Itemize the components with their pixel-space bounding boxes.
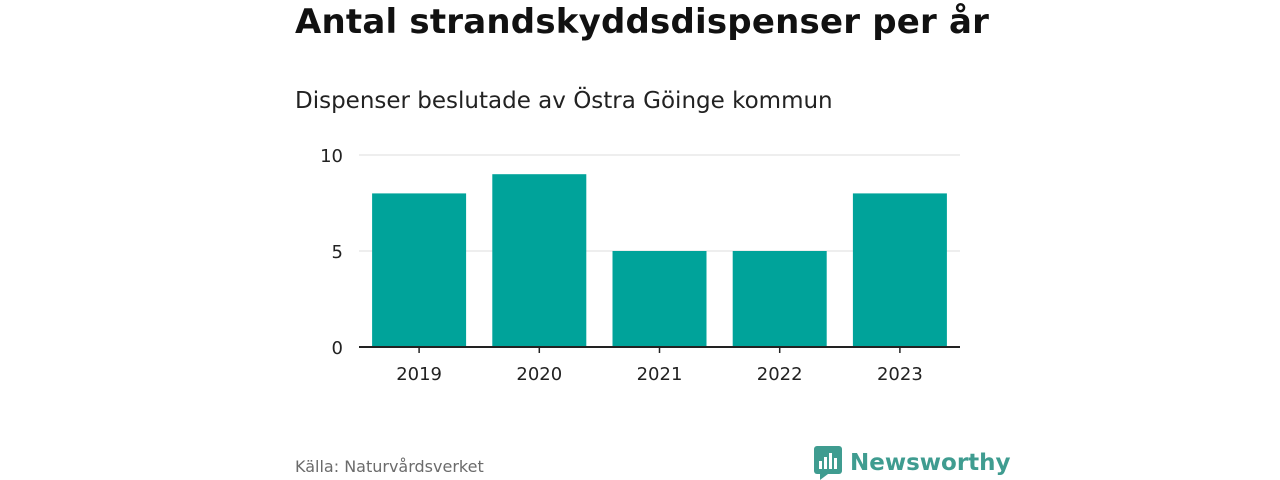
x-tick-label: 2020 bbox=[516, 364, 562, 385]
y-tick-label: 5 bbox=[332, 242, 343, 263]
y-tick-label: 0 bbox=[332, 338, 343, 359]
bar-2019 bbox=[372, 193, 467, 347]
y-tick-label: 10 bbox=[320, 146, 343, 167]
chart-subtitle: Dispenser beslutade av Östra Göinge komm… bbox=[295, 88, 833, 114]
x-tick-label: 2022 bbox=[757, 364, 803, 385]
x-tick-label: 2023 bbox=[877, 364, 923, 385]
bar-2021 bbox=[612, 251, 707, 347]
chart-title: Antal strandskyddsdispenser per år bbox=[295, 2, 990, 42]
bar-chart: 0 5 10 2019 2020 2021 2022 2023 bbox=[320, 146, 960, 385]
x-tick-label: 2021 bbox=[637, 364, 683, 385]
bar-2023 bbox=[852, 193, 947, 347]
bar-2020 bbox=[492, 174, 587, 347]
newsworthy-logo-icon bbox=[814, 446, 842, 480]
source-note: Källa: Naturvårdsverket bbox=[295, 457, 484, 476]
newsworthy-logo-text: Newsworthy bbox=[850, 450, 1011, 476]
x-tick-label: 2019 bbox=[396, 364, 442, 385]
newsworthy-logo[interactable]: Newsworthy bbox=[814, 446, 1011, 480]
bar-2022 bbox=[732, 251, 827, 347]
